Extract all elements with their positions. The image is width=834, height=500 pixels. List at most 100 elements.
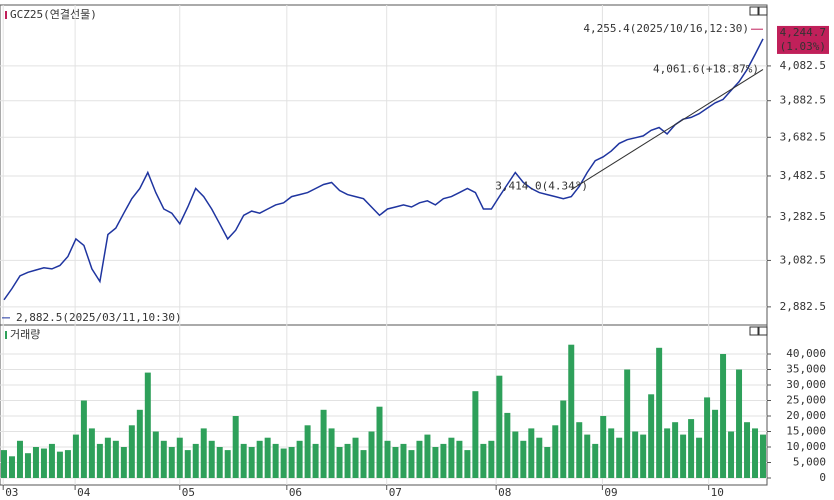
volume-bar bbox=[472, 391, 479, 478]
volume-bar bbox=[200, 428, 207, 478]
volume-bar bbox=[712, 409, 719, 478]
volume-bar bbox=[512, 431, 519, 478]
volume-bar bbox=[32, 447, 39, 478]
volume-bar bbox=[288, 447, 295, 478]
y-tick-label: 3,682.5 bbox=[780, 130, 826, 143]
price-line bbox=[3, 38, 764, 301]
x-tick-label: 06 bbox=[289, 486, 302, 499]
volume-bar bbox=[264, 437, 271, 478]
volume-bar bbox=[152, 431, 159, 478]
price-legend-swatch bbox=[5, 11, 7, 19]
volume-bar bbox=[96, 443, 103, 478]
volume-bar bbox=[576, 422, 583, 478]
volume-bar bbox=[392, 447, 399, 478]
volume-bar bbox=[336, 447, 343, 478]
y-tick-label: 3,082.5 bbox=[780, 253, 826, 266]
volume-bar bbox=[552, 425, 559, 478]
volume-bar bbox=[496, 375, 503, 478]
volume-bar bbox=[360, 450, 367, 478]
volume-bar bbox=[744, 422, 751, 478]
volume-bar bbox=[8, 456, 15, 478]
volume-bar bbox=[40, 448, 47, 478]
volume-bar bbox=[536, 437, 543, 478]
volume-bar bbox=[376, 406, 383, 478]
y-tick-label: 5,000 bbox=[793, 456, 826, 469]
y-tick-label: 25,000 bbox=[786, 394, 826, 407]
volume-bar bbox=[256, 440, 263, 478]
last-price-change: (1.03%) bbox=[780, 40, 826, 53]
volume-bar bbox=[544, 447, 551, 478]
volume-bar bbox=[280, 448, 287, 478]
volume-bar bbox=[728, 431, 735, 478]
volume-bar bbox=[168, 447, 175, 478]
volume-bar bbox=[752, 428, 759, 478]
volume-bar bbox=[224, 450, 231, 478]
volume-bar bbox=[1, 450, 7, 478]
volume-panel bbox=[0, 324, 768, 486]
y-tick-label: 0 bbox=[819, 471, 826, 484]
volume-bar bbox=[632, 431, 639, 478]
volume-bar bbox=[128, 425, 135, 478]
x-tick-label: 03 bbox=[5, 486, 18, 499]
volume-bar bbox=[720, 354, 727, 478]
volume-bar bbox=[416, 440, 423, 478]
volume-bar bbox=[232, 416, 239, 478]
price-panel bbox=[0, 4, 768, 326]
volume-bar bbox=[504, 412, 511, 478]
volume-bar bbox=[240, 443, 247, 478]
close-button[interactable] bbox=[758, 6, 768, 16]
y-tick-label: 3,882.5 bbox=[780, 94, 826, 107]
last-price-label: 4,244.7 bbox=[780, 26, 826, 39]
volume-bar bbox=[296, 440, 303, 478]
y-tick-label: 10,000 bbox=[786, 440, 826, 453]
volume-bar bbox=[688, 419, 695, 478]
y-tick-label: 3,282.5 bbox=[780, 210, 826, 223]
maximize-button[interactable] bbox=[749, 326, 759, 336]
x-tick-label: 08 bbox=[498, 486, 511, 499]
volume-bar bbox=[656, 347, 663, 478]
volume-bar bbox=[48, 443, 55, 478]
volume-bar bbox=[608, 428, 615, 478]
volume-bar bbox=[592, 443, 599, 478]
close-button[interactable] bbox=[758, 326, 768, 336]
volume-bar bbox=[464, 450, 471, 478]
volume-bar bbox=[56, 451, 63, 478]
volume-bar bbox=[664, 428, 671, 478]
volume-bar bbox=[560, 400, 567, 478]
volume-bar bbox=[640, 434, 647, 478]
trendline bbox=[570, 69, 764, 191]
volume-bar bbox=[88, 428, 95, 478]
volume-bar bbox=[760, 434, 766, 478]
volume-bar bbox=[192, 443, 199, 478]
maximize-button[interactable] bbox=[749, 6, 759, 16]
window-buttons[interactable] bbox=[749, 6, 768, 336]
y-tick-label: 15,000 bbox=[786, 425, 826, 438]
volume-bar bbox=[184, 450, 191, 478]
price-title: GCZ25(연결선물) bbox=[10, 8, 97, 21]
volume-legend-swatch bbox=[5, 331, 7, 339]
y-tick-label: 40,000 bbox=[786, 347, 826, 360]
volume-bar bbox=[304, 425, 311, 478]
volume-bar bbox=[64, 450, 71, 478]
y-tick-label: 20,000 bbox=[786, 409, 826, 422]
volume-bar bbox=[104, 437, 111, 478]
y-tick-label: 2,882.5 bbox=[780, 300, 826, 313]
volume-bar bbox=[704, 397, 711, 478]
x-tick-label: 09 bbox=[604, 486, 617, 499]
volume-bar bbox=[272, 443, 279, 478]
x-tick-label: 05 bbox=[182, 486, 195, 499]
y-tick-label: 3,482.5 bbox=[780, 169, 826, 182]
volume-bar bbox=[696, 437, 703, 478]
volume-bar bbox=[216, 447, 223, 478]
volume-bar bbox=[72, 434, 79, 478]
volume-bar bbox=[680, 434, 687, 478]
volume-bar bbox=[584, 434, 591, 478]
volume-bar bbox=[368, 431, 375, 478]
volume-bar bbox=[408, 450, 415, 478]
volume-bar bbox=[176, 437, 183, 478]
volume-bar bbox=[736, 369, 743, 478]
volume-bar bbox=[320, 409, 327, 478]
x-tick-label: 04 bbox=[77, 486, 91, 499]
trendline-end-label: 4,061.6(+18.87%) bbox=[653, 62, 759, 75]
